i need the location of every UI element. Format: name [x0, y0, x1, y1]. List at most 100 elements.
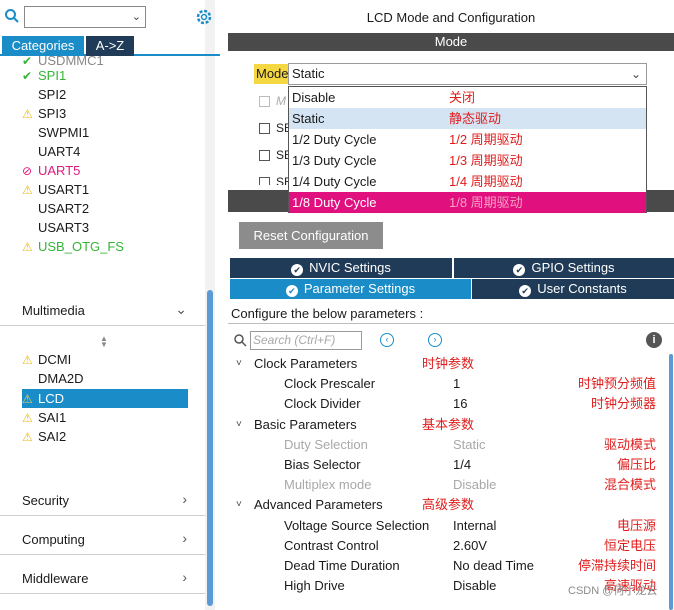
mode-select-value: Static	[292, 66, 325, 81]
list-item-label: SWPMI1	[38, 125, 90, 140]
list-item-label: UART4	[38, 144, 81, 159]
mode-option-label: 1/2 Duty Cycle	[292, 132, 377, 147]
mode-option-label: 1/8 Duty Cycle	[292, 195, 377, 210]
list-item[interactable]: ⚠ SPI3	[22, 104, 66, 123]
mode-option[interactable]: 1/8 Duty Cycle 1/8 周期驱动	[289, 192, 646, 213]
parameter-value[interactable]: 2.60V	[453, 537, 487, 553]
list-item[interactable]: ⚠ USB_OTG_FS	[22, 237, 124, 256]
peripheral-search-input[interactable]: ⌄	[24, 6, 146, 28]
list-item[interactable]: ✔ SPI1	[22, 66, 66, 85]
section-computing[interactable]: Computing ›	[0, 525, 205, 555]
parameter-value[interactable]: Internal	[453, 517, 497, 533]
ghost-row-label: M	[276, 94, 286, 108]
gear-icon[interactable]	[195, 8, 213, 26]
parameter-value[interactable]: 1	[453, 376, 461, 392]
tab-a-to-z[interactable]: A->Z	[86, 36, 134, 56]
parameter-name: Multiplex mode	[284, 477, 372, 493]
right-panel: LCD Mode and Configuration Mode M SE SE …	[228, 0, 674, 610]
parameter-value[interactable]: Static	[453, 436, 486, 452]
list-item[interactable]: UART4	[22, 142, 80, 161]
parameter-group[interactable]: ˅ Advanced Parameters 高级参数	[228, 495, 668, 515]
list-item[interactable]: USART2	[22, 199, 89, 218]
list-item[interactable]: USART3	[22, 218, 89, 237]
mode-option[interactable]: Static 静态驱动	[289, 108, 646, 129]
parameter-value[interactable]: No dead Time	[453, 558, 534, 573]
warning-icon: ⚠	[22, 430, 33, 445]
checkbox[interactable]	[259, 96, 270, 107]
section-multimedia[interactable]: Multimedia ⌄	[0, 296, 205, 326]
parameter-value[interactable]: Disable	[453, 578, 497, 594]
parameter-row[interactable]: Dead Time Duration No dead Time 停滞持续时间	[228, 556, 668, 576]
parameter-row[interactable]: Clock Divider 16 时钟分频器	[228, 394, 668, 414]
parameter-row[interactable]: Multiplex mode Disable 混合模式	[228, 475, 668, 495]
list-item[interactable]: ⚠ SAI2	[22, 427, 66, 446]
parameter-value[interactable]: 1/4	[453, 457, 472, 472]
left-scrollbar[interactable]	[207, 290, 213, 606]
tab-user-constants[interactable]: ✔ User Constants	[472, 279, 674, 299]
mode-option-label: Disable	[292, 90, 336, 105]
parameter-value[interactable]: Disable	[453, 477, 497, 493]
parameter-row[interactable]: Contrast Control 2.60V 恒定电压	[228, 536, 668, 556]
mode-option[interactable]: 1/3 Duty Cycle 1/3 周期驱动	[289, 150, 646, 171]
search-icon[interactable]	[4, 8, 20, 24]
parameter-search-input[interactable]: Search (Ctrl+F)	[250, 331, 362, 350]
parameter-value[interactable]: 16	[453, 396, 468, 412]
parameter-annotation: 时钟预分频值	[577, 376, 656, 392]
list-item[interactable]: ⚠ SAI1	[22, 408, 66, 427]
tab-parameter-settings[interactable]: ✔ Parameter Settings	[230, 279, 471, 299]
list-item-label: SPI2	[38, 87, 67, 102]
parameter-row[interactable]: Duty Selection Static 驱动模式	[228, 435, 668, 455]
chevron-right-icon: ›	[182, 530, 187, 546]
section-middleware[interactable]: Middleware ›	[0, 564, 205, 594]
mode-select[interactable]: Static ⌄	[288, 63, 647, 85]
tab-nvic-settings[interactable]: ✔ NVIC Settings	[230, 258, 452, 278]
checkbox[interactable]	[259, 150, 270, 161]
mode-option[interactable]: 1/4 Duty Cycle 1/4 周期驱动	[289, 171, 646, 192]
chevron-down-icon: ⌄	[175, 301, 187, 317]
chevron-down-icon[interactable]: ⌄	[131, 11, 141, 23]
list-item-label: USB_OTG_FS	[38, 239, 124, 254]
parameter-row[interactable]: High Drive Disable 高速驱动	[228, 576, 668, 596]
list-item[interactable]: ⚠ LCD	[22, 388, 188, 408]
mode-option-annotation: 1/8 周期驱动	[449, 195, 523, 210]
mode-header: Mode	[228, 33, 674, 51]
list-item[interactable]: ⚠ DCMI	[22, 350, 71, 369]
parameter-annotation: 混合模式	[603, 477, 656, 493]
mode-option[interactable]: Disable 关闭	[289, 87, 646, 108]
parameter-row[interactable]: Clock Prescaler 1 时钟预分频值	[228, 374, 668, 394]
chevron-down-icon[interactable]: ˅	[236, 358, 242, 369]
info-icon[interactable]: i	[646, 332, 662, 348]
section-label: Computing	[22, 532, 85, 547]
list-item[interactable]: DMA2D	[22, 369, 84, 388]
next-match-icon[interactable]: ›	[428, 333, 442, 347]
parameter-name: Voltage Source Selection	[284, 517, 430, 533]
mode-option[interactable]: 1/2 Duty Cycle 1/2 周期驱动	[289, 129, 646, 150]
warning-icon: ⚠	[22, 391, 33, 406]
parameter-name: High Drive	[284, 578, 345, 594]
parameter-row[interactable]: Voltage Source Selection Internal 电压源	[228, 516, 668, 536]
chevron-down-icon[interactable]: ˅	[236, 499, 242, 511]
tab-gpio-settings[interactable]: ✔ GPIO Settings	[454, 258, 674, 278]
tab-categories[interactable]: Categories	[2, 36, 84, 56]
config-instructions: Configure the below parameters :	[228, 304, 674, 324]
parameter-annotation: 高速驱动	[603, 578, 656, 594]
right-scrollbar[interactable]	[669, 354, 673, 610]
chevron-down-icon[interactable]: ˅	[236, 418, 242, 430]
list-item[interactable]: SPI2	[22, 85, 66, 104]
parameter-row[interactable]: Bias Selector 1/4 偏压比	[228, 455, 668, 475]
previous-match-icon[interactable]: ‹	[380, 333, 394, 347]
list-item[interactable]: SWPMI1	[22, 123, 89, 142]
parameter-group[interactable]: ˅ Clock Parameters 时钟参数	[228, 354, 668, 374]
list-item[interactable]: ⊘ UART5	[22, 161, 80, 180]
reset-configuration-button[interactable]: Reset Configuration	[239, 222, 383, 249]
parameter-group[interactable]: ˅ Basic Parameters 基本参数	[228, 415, 668, 435]
parameter-annotation: 偏压比	[616, 457, 656, 472]
checkbox[interactable]	[259, 123, 270, 134]
section-security[interactable]: Security ›	[0, 486, 205, 516]
page-title: LCD Mode and Configuration	[366, 10, 536, 25]
list-item[interactable]: ⚠ USART1	[22, 180, 89, 199]
sort-arrows-icon[interactable]: ▲ ▼	[100, 334, 108, 349]
chevron-down-icon[interactable]: ⌄	[630, 67, 641, 81]
list-item[interactable]: ✔ USDMMC1	[22, 56, 104, 66]
checkbox[interactable]	[259, 177, 270, 185]
